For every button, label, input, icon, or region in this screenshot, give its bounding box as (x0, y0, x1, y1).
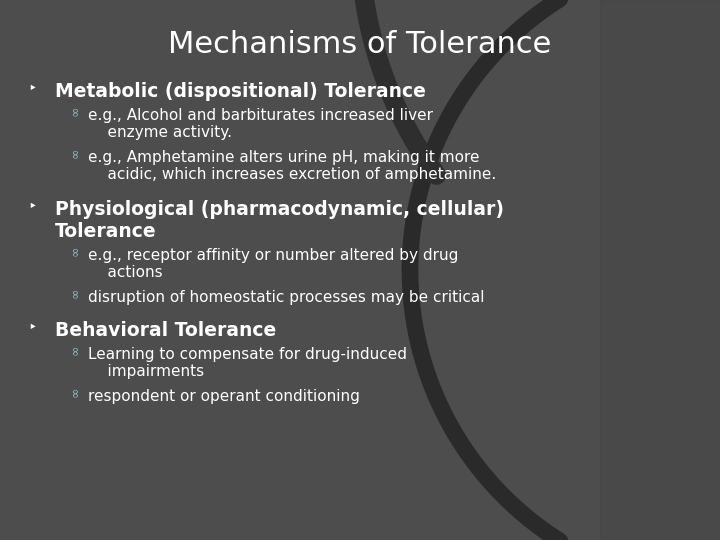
Text: Mechanisms of Tolerance: Mechanisms of Tolerance (168, 30, 552, 59)
Text: ‣: ‣ (28, 200, 36, 213)
Text: ∞: ∞ (68, 387, 81, 397)
Text: ∞: ∞ (68, 106, 81, 117)
Text: e.g., Alcohol and barbiturates increased liver
    enzyme activity.: e.g., Alcohol and barbiturates increased… (88, 108, 433, 140)
Text: Learning to compensate for drug-induced
    impairments: Learning to compensate for drug-induced … (88, 347, 407, 380)
Text: ∞: ∞ (68, 345, 81, 355)
Text: Behavioral Tolerance: Behavioral Tolerance (55, 321, 276, 340)
Text: Metabolic (dispositional) Tolerance: Metabolic (dispositional) Tolerance (55, 82, 426, 101)
Text: ∞: ∞ (68, 288, 81, 299)
Text: ‣: ‣ (28, 82, 36, 95)
Text: disruption of homeostatic processes may be critical: disruption of homeostatic processes may … (88, 290, 485, 305)
Text: e.g., receptor affinity or number altered by drug
    actions: e.g., receptor affinity or number altere… (88, 248, 459, 280)
Text: e.g., Amphetamine alters urine pH, making it more
    acidic, which increases ex: e.g., Amphetamine alters urine pH, makin… (88, 150, 496, 183)
Text: respondent or operant conditioning: respondent or operant conditioning (88, 389, 360, 404)
Text: ∞: ∞ (68, 148, 81, 158)
Text: ‣: ‣ (28, 321, 36, 334)
Text: ∞: ∞ (68, 246, 81, 256)
Text: Physiological (pharmacodynamic, cellular)
Tolerance: Physiological (pharmacodynamic, cellular… (55, 200, 504, 241)
